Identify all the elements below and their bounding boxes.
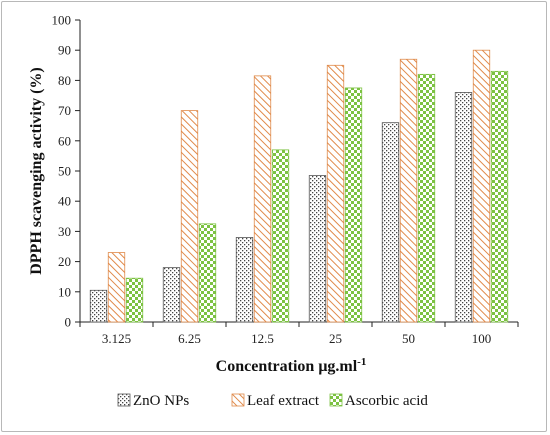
legend: ZnO NPs Leaf extract Ascorbic acid — [117, 393, 428, 409]
y-tick-label: 60 — [58, 133, 71, 148]
bar-leaf-extract — [253, 75, 272, 323]
legend-label: Ascorbic acid — [345, 393, 428, 409]
bar-ascorbic-acid — [198, 223, 217, 323]
y-tick-label: 70 — [58, 103, 71, 118]
x-axis-title: Concentration μg.ml-1 — [216, 356, 367, 375]
legend-swatch — [329, 393, 343, 407]
bar-ascorbic-acid — [490, 70, 509, 323]
bars — [89, 49, 509, 323]
y-axis: 0 10 20 30 40 50 60 70 80 90 100 — [52, 13, 81, 330]
bar-leaf-extract — [180, 110, 199, 323]
x-tick-label: 100 — [472, 331, 492, 346]
x-axis-title-superscript: -1 — [357, 356, 366, 368]
bar-ascorbic-acid — [417, 73, 436, 323]
x-tick-label: 50 — [402, 331, 415, 346]
y-tick-label: 10 — [58, 284, 71, 299]
y-tick-label: 100 — [52, 13, 72, 28]
x-axis-title-text: Concentration μg.ml — [216, 358, 358, 375]
x-tick-label: 3.125 — [102, 331, 131, 346]
bar-zno-nps — [162, 267, 181, 323]
y-tick-label: 30 — [58, 224, 71, 239]
y-tick-label: 50 — [58, 164, 71, 179]
legend-label: Leaf extract — [247, 393, 320, 409]
y-axis-title: DPPH scavenging activity (%) — [28, 67, 45, 275]
y-tick-label: 90 — [58, 43, 71, 58]
legend-label: ZnO NPs — [133, 393, 189, 409]
bar-zno-nps — [89, 289, 108, 323]
bar-leaf-extract — [326, 64, 345, 323]
legend-swatch — [117, 393, 131, 407]
y-tick-label: 40 — [58, 194, 71, 209]
x-tick-label: 12.5 — [251, 331, 274, 346]
x-axis: 3.125 6.25 12.5 25 50 100 — [79, 321, 519, 346]
y-tick-label: 80 — [58, 73, 71, 88]
bar-leaf-extract — [107, 252, 126, 323]
y-tick-label: 20 — [58, 254, 71, 269]
bar-zno-nps — [381, 122, 400, 323]
x-tick-label: 6.25 — [178, 331, 201, 346]
bar-leaf-extract — [472, 49, 491, 323]
legend-swatch — [231, 393, 245, 407]
y-tick-label: 0 — [65, 315, 72, 330]
bar-zno-nps — [235, 237, 254, 323]
bar-ascorbic-acid — [344, 87, 363, 323]
bar-leaf-extract — [399, 58, 418, 323]
x-tick-label: 25 — [329, 331, 342, 346]
bar-zno-nps — [454, 92, 473, 323]
bar-ascorbic-acid — [271, 149, 290, 323]
bar-zno-nps — [308, 175, 327, 323]
bar-ascorbic-acid — [125, 277, 144, 323]
